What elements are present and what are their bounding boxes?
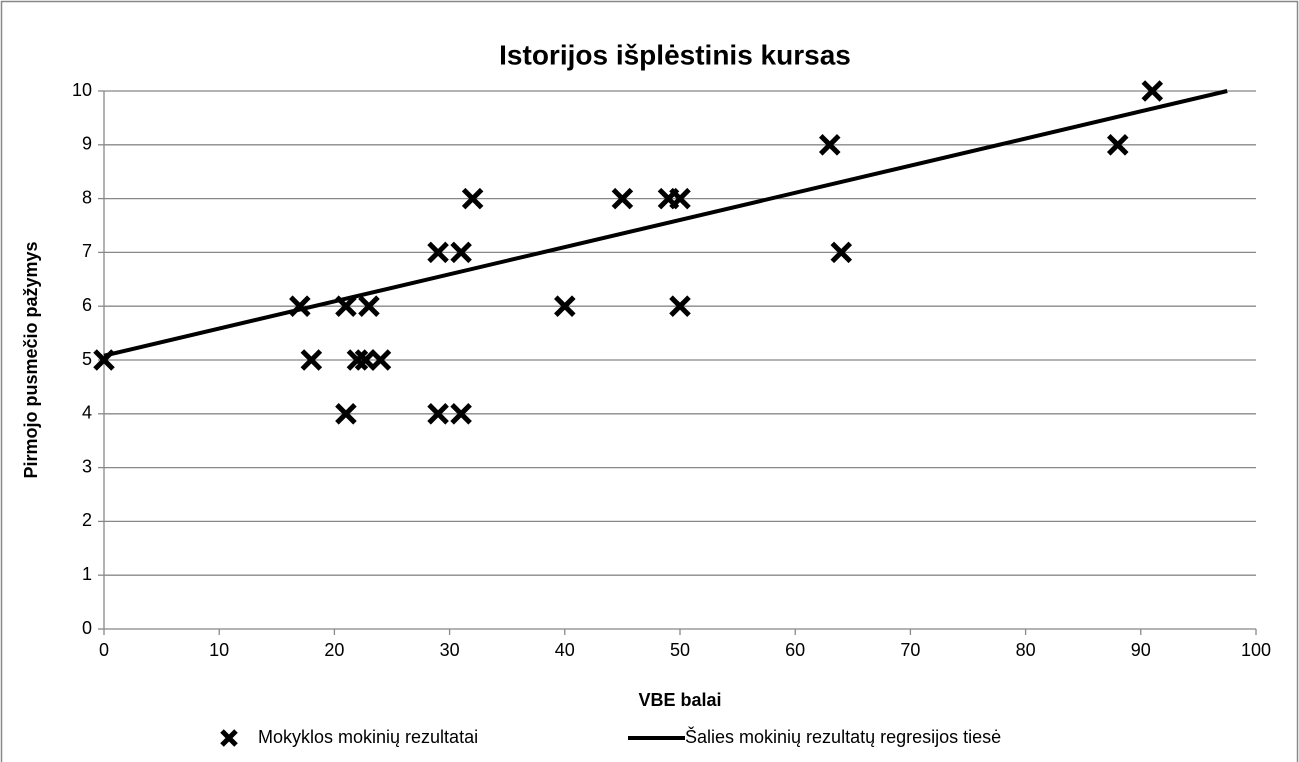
marker [611,187,634,210]
marker [427,241,449,264]
x-tick-label: 30 [440,640,460,660]
y-tick-label: 3 [82,456,92,476]
marker [450,241,472,264]
y-tick-label: 7 [82,241,92,261]
marker [554,295,576,317]
marker [461,187,484,210]
marker [1141,80,1164,102]
marker [1106,134,1129,156]
marker [450,403,472,425]
x-tick-label: 40 [555,640,575,660]
y-tick-label: 5 [82,349,92,369]
x-axis-label: VBE balai [638,690,721,710]
marker [669,187,691,210]
marker [335,403,357,425]
y-tick-label: 1 [82,564,92,584]
legend-label: Mokyklos mokinių rezultatai [258,727,478,747]
x-tick-label: 60 [785,640,805,660]
marker [358,295,380,317]
legend-marker [220,729,238,747]
y-tick-label: 0 [82,618,92,638]
marker [369,349,392,371]
x-tick-label: 10 [209,640,229,660]
x-tick-label: 20 [324,640,344,660]
marker [427,403,449,425]
x-tick-label: 90 [1131,640,1151,660]
chart-title: Istorijos išplėstinis kursas [499,39,851,70]
legend-label: Šalies mokinių rezultatų regresijos ties… [685,726,1001,747]
marker [300,349,323,371]
y-axis-label: Pirmojo pusmečio pažymys [21,241,41,478]
y-tick-label: 2 [82,510,92,530]
marker [669,295,691,317]
y-tick-label: 6 [82,295,92,315]
y-tick-label: 9 [82,134,92,154]
x-tick-label: 0 [99,640,109,660]
y-tick-label: 4 [82,403,92,423]
x-tick-label: 100 [1241,640,1271,660]
y-tick-label: 10 [72,80,92,100]
x-tick-label: 70 [900,640,920,660]
x-tick-label: 50 [670,640,690,660]
regression-line [103,89,1228,358]
x-tick-label: 80 [1016,640,1036,660]
marker [830,241,853,264]
y-tick-label: 8 [82,187,92,207]
marker [346,349,369,371]
marker [818,134,841,156]
